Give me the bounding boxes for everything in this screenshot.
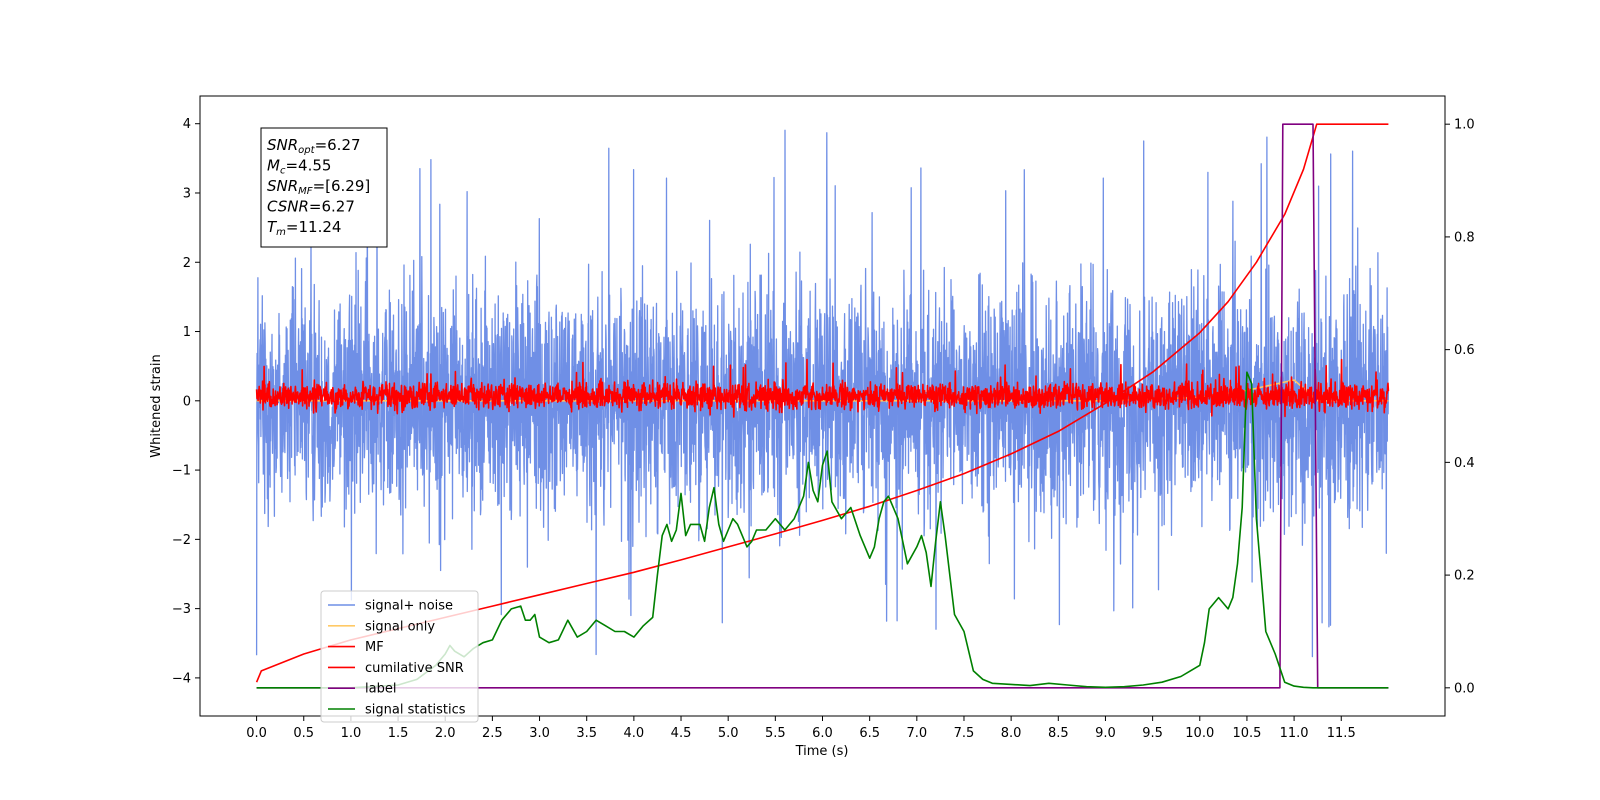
x-tick-label: 11.5 — [1327, 726, 1356, 741]
x-tick-label: 8.0 — [1001, 726, 1022, 741]
x-tick-label: 6.0 — [812, 726, 833, 741]
x-axis-label: Time (s) — [795, 744, 849, 759]
x-tick-label: 10.0 — [1185, 726, 1214, 741]
info-row: Mc=4.55 — [267, 157, 331, 177]
info-row: SNRopt=6.27 — [267, 136, 361, 156]
legend-label: signal only — [365, 619, 435, 634]
legend-label: signal statistics — [365, 703, 466, 718]
legend-label: cumilative SNR — [365, 661, 464, 676]
series-mf — [255, 358, 1390, 418]
y-right-tick-label: 0.8 — [1454, 230, 1475, 245]
x-tick-label: 8.5 — [1048, 726, 1069, 741]
x-tick-label: 0.0 — [246, 726, 267, 741]
x-tick-label: 9.0 — [1095, 726, 1116, 741]
info-row: SNRMF=[6.29] — [267, 177, 370, 197]
y-left-tick-label: 4 — [183, 117, 191, 132]
y-right-tick-label: 1.0 — [1454, 118, 1475, 133]
x-tick-label: 0.5 — [293, 726, 314, 741]
x-tick-label: 4.0 — [624, 726, 645, 741]
x-tick-label: 5.5 — [765, 726, 786, 741]
legend-label: label — [365, 682, 396, 697]
x-tick-label: 3.0 — [529, 726, 550, 741]
x-tick-label: 11.0 — [1280, 726, 1309, 741]
x-tick-label: 3.5 — [576, 726, 597, 741]
x-tick-label: 5.0 — [718, 726, 739, 741]
x-tick-label: 1.0 — [341, 726, 362, 741]
y-axis-label: Whitened strain — [149, 354, 164, 457]
legend-label: MF — [365, 640, 384, 655]
y-left-tick-label: 3 — [183, 186, 191, 201]
y-left-tick-label: −2 — [172, 533, 191, 548]
info-row: CSNR=6.27 — [267, 198, 355, 216]
x-tick-label: 6.5 — [859, 726, 880, 741]
info-box-frame — [260, 127, 388, 248]
y-right-tick-label: 0.2 — [1454, 569, 1475, 584]
y-left-tick-label: 0 — [183, 394, 191, 409]
legend-label: signal+ noise — [365, 599, 453, 614]
y-left-tick-label: 2 — [183, 256, 191, 271]
y-left-tick-label: −1 — [172, 464, 191, 479]
legend-frame — [320, 590, 479, 723]
x-tick-label: 7.0 — [906, 726, 927, 741]
y-right-tick-label: 0.6 — [1454, 343, 1475, 358]
x-tick-label: 1.5 — [388, 726, 409, 741]
x-axis: 0.0 0.5 1.0 1.5 2.0 2.5 3.0 3.5 4.0 4.5 5.0 5.5 6.0 6… — [246, 716, 1356, 741]
info-row: Tm=11.24 — [267, 218, 341, 238]
x-tick-label: 2.0 — [435, 726, 456, 741]
series-signal-statistics — [256, 371, 1389, 689]
y-left-tick-label: −4 — [172, 671, 191, 686]
y-axis-left: 4 3 2 1 0 −1 −2 −3 −4 — [172, 117, 200, 686]
x-tick-label: 9.5 — [1142, 726, 1163, 741]
y-axis-right: 1.0 0.8 0.6 0.4 0.2 0.0 — [1445, 118, 1475, 696]
y-left-tick-label: −3 — [172, 602, 191, 617]
x-tick-label: 4.5 — [671, 726, 692, 741]
x-tick-label: 10.5 — [1232, 726, 1261, 741]
legend: signal+ noise signal only MF cumilative SNR… — [320, 590, 479, 723]
y-left-tick-label: 1 — [183, 325, 191, 340]
y-right-tick-label: 0.0 — [1454, 681, 1475, 696]
x-tick-label: 7.5 — [954, 726, 975, 741]
x-tick-label: 2.5 — [482, 726, 503, 741]
y-right-tick-label: 0.4 — [1454, 456, 1475, 471]
